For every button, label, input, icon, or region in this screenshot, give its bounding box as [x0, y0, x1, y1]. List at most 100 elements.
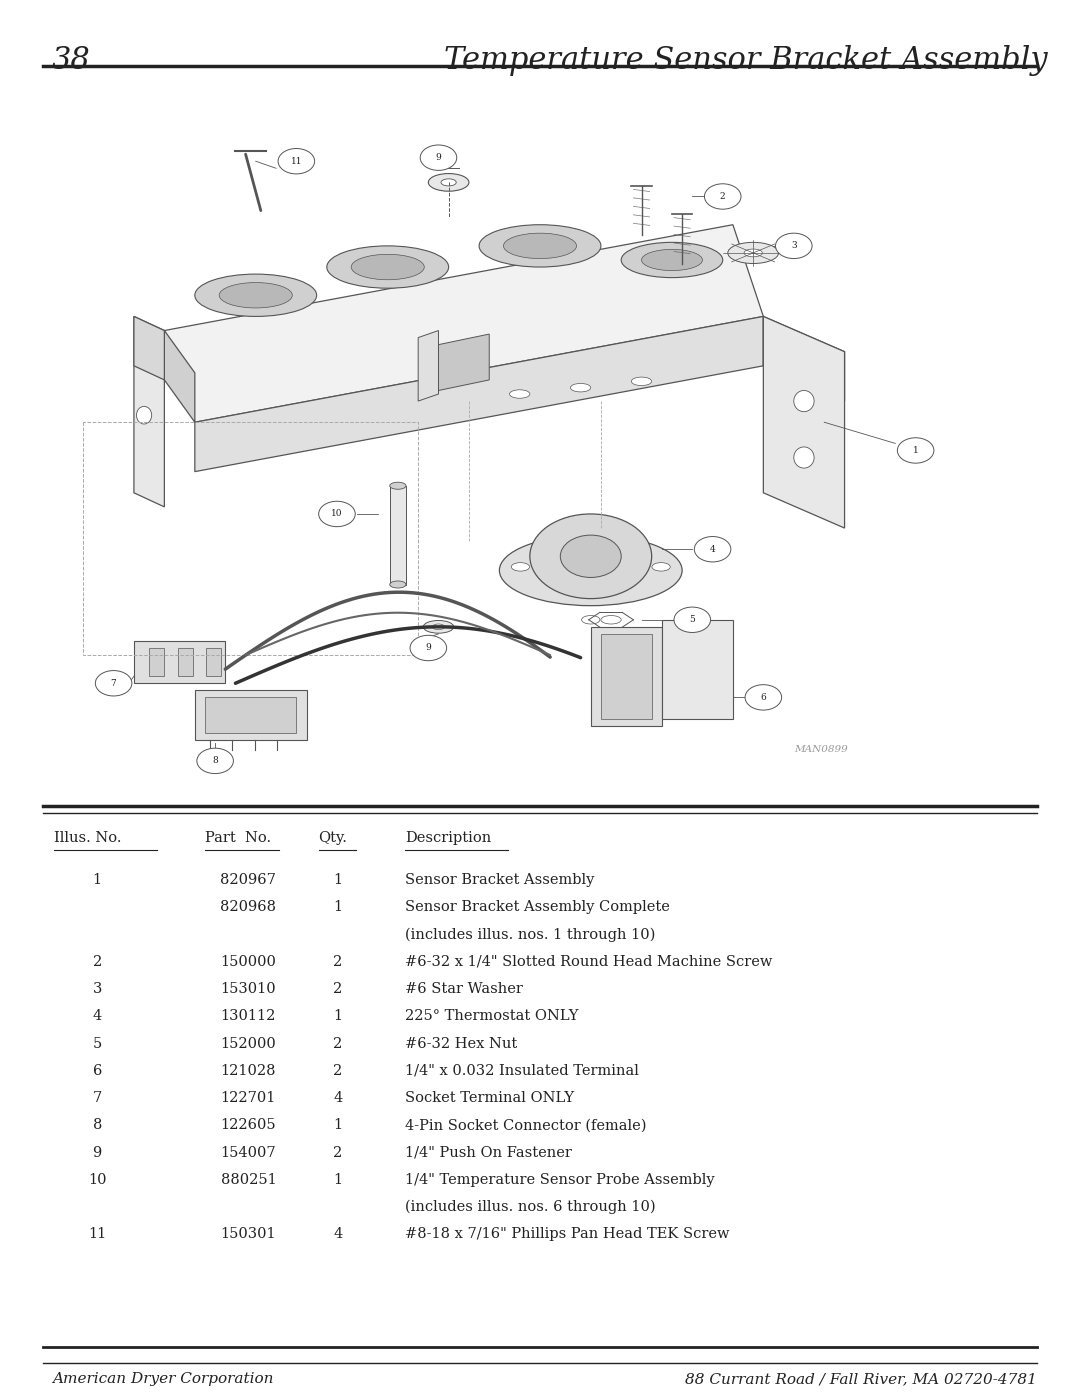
- Text: 880251: 880251: [220, 1173, 276, 1187]
- Ellipse shape: [600, 616, 621, 624]
- Ellipse shape: [794, 391, 814, 412]
- Circle shape: [278, 148, 314, 173]
- Text: 1: 1: [334, 1009, 342, 1024]
- Text: 820968: 820968: [220, 901, 276, 915]
- Text: (includes illus. nos. 6 through 10): (includes illus. nos. 6 through 10): [405, 1200, 656, 1214]
- Ellipse shape: [351, 254, 424, 279]
- Text: 1: 1: [334, 1173, 342, 1187]
- Circle shape: [897, 437, 934, 464]
- Ellipse shape: [510, 390, 530, 398]
- Text: 5: 5: [689, 615, 696, 624]
- Polygon shape: [418, 331, 438, 401]
- Text: 820967: 820967: [220, 873, 276, 887]
- Circle shape: [420, 145, 457, 170]
- Text: #6-32 Hex Nut: #6-32 Hex Nut: [405, 1037, 517, 1051]
- Text: 7: 7: [111, 679, 117, 687]
- Circle shape: [745, 685, 782, 710]
- Text: 2: 2: [334, 982, 342, 996]
- Ellipse shape: [570, 383, 591, 393]
- Text: (includes illus. nos. 1 through 10): (includes illus. nos. 1 through 10): [405, 928, 656, 942]
- Text: 9: 9: [93, 1146, 102, 1160]
- Ellipse shape: [794, 447, 814, 468]
- Ellipse shape: [480, 225, 600, 267]
- Text: 122701: 122701: [220, 1091, 276, 1105]
- Ellipse shape: [432, 624, 445, 630]
- Text: 1: 1: [334, 1118, 342, 1133]
- Text: 9: 9: [435, 154, 442, 162]
- Polygon shape: [164, 225, 764, 422]
- Text: 122605: 122605: [220, 1118, 276, 1133]
- Text: 2: 2: [334, 1065, 342, 1078]
- Ellipse shape: [744, 249, 762, 257]
- Text: 1: 1: [913, 446, 918, 455]
- Text: 1/4" Temperature Sensor Probe Assembly: 1/4" Temperature Sensor Probe Assembly: [405, 1173, 715, 1187]
- Text: 6: 6: [93, 1065, 102, 1078]
- Circle shape: [704, 184, 741, 210]
- Text: 10: 10: [87, 1173, 107, 1187]
- Text: 2: 2: [334, 1037, 342, 1051]
- Ellipse shape: [632, 377, 651, 386]
- Text: 150000: 150000: [220, 956, 276, 970]
- Ellipse shape: [621, 242, 723, 278]
- Ellipse shape: [219, 282, 293, 307]
- Text: 4: 4: [93, 1009, 102, 1024]
- Bar: [591, 627, 662, 725]
- Circle shape: [95, 671, 132, 696]
- Text: 6: 6: [760, 693, 766, 701]
- Text: 3: 3: [791, 242, 797, 250]
- Ellipse shape: [728, 242, 779, 264]
- Polygon shape: [134, 316, 164, 507]
- Bar: [206, 648, 221, 676]
- Text: 2: 2: [334, 1146, 342, 1160]
- Circle shape: [694, 536, 731, 562]
- Text: 4: 4: [710, 545, 715, 553]
- Text: 4: 4: [334, 1091, 342, 1105]
- Text: 153010: 153010: [220, 982, 276, 996]
- Circle shape: [530, 514, 651, 598]
- Ellipse shape: [441, 179, 456, 186]
- Polygon shape: [194, 316, 764, 472]
- Text: Description: Description: [405, 831, 491, 845]
- Ellipse shape: [429, 173, 469, 191]
- Text: 3: 3: [93, 982, 102, 996]
- Text: 4-Pin Socket Connector (female): 4-Pin Socket Connector (female): [405, 1118, 647, 1133]
- Bar: [149, 648, 164, 676]
- Text: 121028: 121028: [220, 1065, 276, 1078]
- Text: 5: 5: [93, 1037, 102, 1051]
- Text: #6 Star Washer: #6 Star Washer: [405, 982, 523, 996]
- Text: Socket Terminal ONLY: Socket Terminal ONLY: [405, 1091, 575, 1105]
- Text: MAN0899: MAN0899: [794, 745, 848, 754]
- Text: 1/4" x 0.032 Insulated Terminal: 1/4" x 0.032 Insulated Terminal: [405, 1065, 639, 1078]
- Ellipse shape: [582, 616, 599, 624]
- Circle shape: [775, 233, 812, 258]
- Text: 1/4" Push On Fastener: 1/4" Push On Fastener: [405, 1146, 572, 1160]
- Polygon shape: [438, 334, 489, 391]
- Text: 152000: 152000: [220, 1037, 276, 1051]
- Circle shape: [319, 502, 355, 527]
- Text: 2: 2: [93, 956, 102, 970]
- Bar: [177, 648, 193, 676]
- Ellipse shape: [511, 563, 529, 571]
- Text: 2: 2: [334, 956, 342, 970]
- Bar: [194, 690, 307, 740]
- Ellipse shape: [390, 482, 406, 489]
- Text: 8: 8: [93, 1118, 102, 1133]
- Polygon shape: [164, 331, 194, 422]
- Ellipse shape: [503, 233, 577, 258]
- Text: 2: 2: [720, 191, 726, 201]
- Text: 7: 7: [93, 1091, 102, 1105]
- Text: 88 Currant Road / Fall River, MA 02720-4781: 88 Currant Road / Fall River, MA 02720-4…: [685, 1372, 1037, 1386]
- Text: Illus. No.: Illus. No.: [54, 831, 121, 845]
- Text: Sensor Bracket Assembly Complete: Sensor Bracket Assembly Complete: [405, 901, 670, 915]
- Text: 10: 10: [332, 510, 342, 518]
- Polygon shape: [764, 316, 845, 528]
- Circle shape: [197, 749, 233, 774]
- Circle shape: [674, 608, 711, 633]
- Bar: [600, 634, 651, 718]
- Circle shape: [410, 636, 447, 661]
- Text: 11: 11: [89, 1228, 106, 1242]
- Text: Temperature Sensor Bracket Assembly: Temperature Sensor Bracket Assembly: [444, 45, 1048, 75]
- Circle shape: [561, 535, 621, 577]
- Text: Qty.: Qty.: [319, 831, 348, 845]
- Ellipse shape: [390, 581, 406, 588]
